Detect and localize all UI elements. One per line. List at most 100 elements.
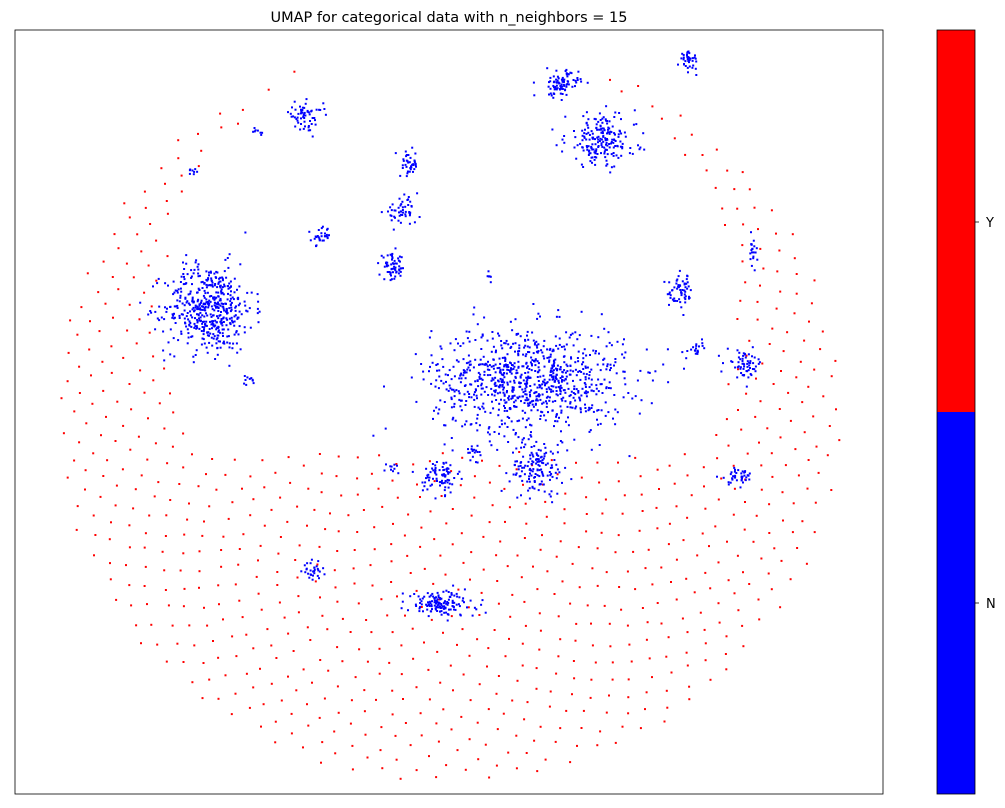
data-point-y — [762, 267, 765, 270]
data-point-n — [540, 410, 543, 413]
data-point-y — [645, 638, 648, 641]
data-point-n — [507, 369, 510, 372]
data-point-y — [665, 655, 668, 658]
data-point-n — [542, 355, 545, 358]
data-point-y — [539, 725, 542, 728]
data-point-n — [587, 118, 590, 121]
data-point-y — [335, 475, 338, 478]
data-point-y — [599, 730, 602, 733]
data-point-y — [183, 587, 186, 590]
data-point-n — [508, 395, 511, 398]
data-point-n — [548, 493, 551, 496]
data-point-n — [669, 294, 672, 297]
data-point-n — [399, 267, 402, 270]
data-point-n — [680, 292, 683, 295]
data-point-n — [219, 280, 222, 283]
data-point-n — [495, 399, 498, 401]
data-point-n — [200, 301, 203, 304]
data-point-n — [534, 359, 537, 362]
data-point-n — [565, 343, 568, 346]
data-point-n — [413, 168, 416, 171]
data-point-n — [529, 434, 532, 437]
data-point-n — [531, 403, 534, 406]
data-point-n — [503, 409, 506, 412]
data-point-y — [277, 552, 280, 555]
data-point-y — [105, 415, 107, 418]
data-point-y — [744, 281, 747, 284]
data-point-n — [584, 128, 586, 131]
data-point-n — [507, 397, 510, 399]
data-point-n — [555, 144, 558, 147]
data-point-n — [227, 335, 230, 338]
data-point-n — [555, 344, 558, 347]
data-point-n — [506, 426, 509, 428]
data-point-y — [737, 368, 739, 371]
data-point-n — [548, 378, 551, 381]
data-point-n — [444, 480, 447, 482]
data-point-n — [307, 129, 310, 132]
data-point-y — [307, 487, 310, 490]
data-point-y — [334, 752, 337, 755]
data-point-n — [607, 331, 610, 334]
data-point-n — [483, 370, 486, 373]
data-point-y — [772, 383, 775, 385]
data-point-n — [612, 154, 615, 157]
data-point-n — [419, 598, 422, 601]
data-point-n — [564, 115, 567, 118]
data-point-n — [537, 350, 540, 353]
data-point-n — [440, 613, 443, 616]
data-point-n — [301, 111, 304, 114]
data-point-y — [341, 617, 344, 620]
data-point-n — [551, 501, 554, 504]
data-point-n — [207, 278, 210, 281]
data-point-n — [499, 384, 501, 387]
data-point-y — [429, 510, 432, 513]
data-point-y — [770, 452, 773, 455]
data-point-n — [722, 362, 724, 365]
data-point-n — [505, 401, 508, 404]
data-point-n — [618, 112, 621, 114]
data-point-n — [212, 320, 215, 323]
data-point-y — [733, 592, 736, 595]
data-point-y — [623, 494, 626, 497]
data-point-n — [514, 432, 517, 434]
data-point-n — [199, 311, 202, 314]
data-point-n — [449, 342, 452, 345]
data-point-n — [491, 393, 493, 396]
data-point-n — [434, 497, 437, 500]
data-point-y — [396, 595, 398, 598]
data-point-y — [399, 777, 402, 780]
data-point-n — [210, 336, 213, 339]
data-point-n — [551, 128, 554, 131]
data-point-n — [173, 291, 176, 294]
data-point-n — [487, 270, 490, 273]
data-point-n — [489, 411, 492, 414]
data-point-n — [752, 255, 755, 258]
data-point-n — [740, 472, 743, 475]
data-point-n — [223, 283, 226, 286]
data-point-n — [749, 258, 752, 261]
data-point-y — [165, 514, 168, 517]
data-point-n — [422, 610, 424, 613]
data-point-y — [737, 409, 739, 411]
data-point-n — [622, 396, 625, 399]
data-point-n — [407, 161, 410, 164]
data-point-n — [481, 333, 484, 336]
data-point-y — [252, 647, 255, 650]
data-point-n — [402, 159, 405, 162]
data-point-n — [494, 371, 497, 374]
data-point-n — [481, 387, 484, 390]
data-point-n — [197, 272, 200, 275]
data-point-y — [724, 653, 727, 655]
data-point-y — [122, 356, 125, 359]
data-point-n — [551, 364, 554, 367]
data-point-n — [212, 314, 214, 317]
data-point-n — [552, 92, 555, 95]
data-point-y — [182, 552, 185, 555]
data-point-n — [669, 296, 672, 299]
data-point-n — [328, 234, 330, 237]
data-point-n — [460, 409, 463, 412]
data-point-n — [535, 340, 538, 343]
data-point-y — [261, 459, 264, 462]
data-point-n — [207, 306, 210, 309]
